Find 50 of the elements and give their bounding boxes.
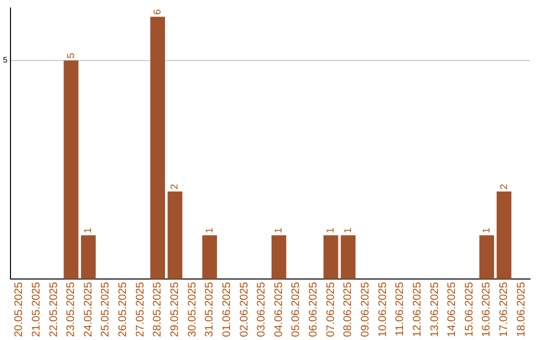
x-tick-label: 05.06.2025	[290, 282, 302, 338]
bar	[340, 235, 356, 279]
bar	[150, 16, 166, 279]
x-tick-label: 22.05.2025	[48, 282, 60, 338]
x-tick-label: 04.06.2025	[272, 282, 285, 338]
x-tick-label: 26.05.2025	[117, 282, 130, 338]
bar	[496, 192, 512, 279]
x-tick-label: 27.05.2025	[134, 282, 146, 338]
x-tick-label: 01.06.2025	[220, 282, 233, 338]
data-label: 1	[342, 227, 354, 234]
x-tick-label: 31.05.2025	[204, 282, 216, 338]
bar	[202, 235, 217, 279]
x-tick-label: 13.06.2025	[428, 282, 441, 338]
bar	[272, 235, 286, 279]
data-label: 1	[326, 227, 337, 234]
x-tick-label: 16.06.2025	[480, 282, 493, 338]
x-tick-label: 06.06.2025	[308, 282, 320, 338]
x-tick-label: 20.05.2025	[13, 282, 26, 338]
bar	[64, 60, 78, 279]
x-tick-label: 14.06.2025	[446, 282, 458, 338]
data-label: 1	[83, 227, 94, 234]
data-label: 2	[170, 184, 181, 190]
x-tick-label: 07.06.2025	[324, 282, 337, 338]
data-label: 5	[66, 52, 77, 58]
x-tick-label: 17.06.2025	[498, 282, 510, 338]
data-label: 1	[481, 227, 492, 234]
data-label: 1	[204, 227, 216, 234]
data-label: 2	[498, 184, 510, 190]
x-tick-label: 18.06.2025	[515, 282, 528, 338]
bar	[479, 235, 494, 279]
x-tick-label: 30.05.2025	[186, 282, 198, 338]
bar	[323, 235, 338, 279]
data-label: 6	[152, 8, 164, 15]
data-label: 1	[274, 227, 285, 234]
x-tick-label: 25.05.2025	[100, 282, 112, 338]
x-tick-label: 21.05.2025	[30, 282, 42, 338]
x-tick-label: 23.05.2025	[65, 282, 78, 338]
x-tick-label: 12.06.2025	[411, 282, 424, 338]
x-tick-label: 09.06.2025	[360, 282, 372, 338]
bar	[81, 235, 96, 279]
x-tick-label: 28.05.2025	[152, 282, 164, 338]
x-tick-label: 10.06.2025	[376, 282, 389, 338]
x-tick-label: 24.05.2025	[82, 282, 94, 338]
bar	[168, 192, 182, 279]
x-tick-label: 08.06.2025	[342, 282, 354, 338]
x-tick-label: 15.06.2025	[463, 282, 476, 338]
x-tick-label: 29.05.2025	[169, 282, 182, 338]
x-tick-label: 02.06.2025	[238, 282, 250, 338]
x-tick-label: 03.06.2025	[256, 282, 268, 338]
x-tick-label: 11.06.2025	[394, 282, 406, 336]
